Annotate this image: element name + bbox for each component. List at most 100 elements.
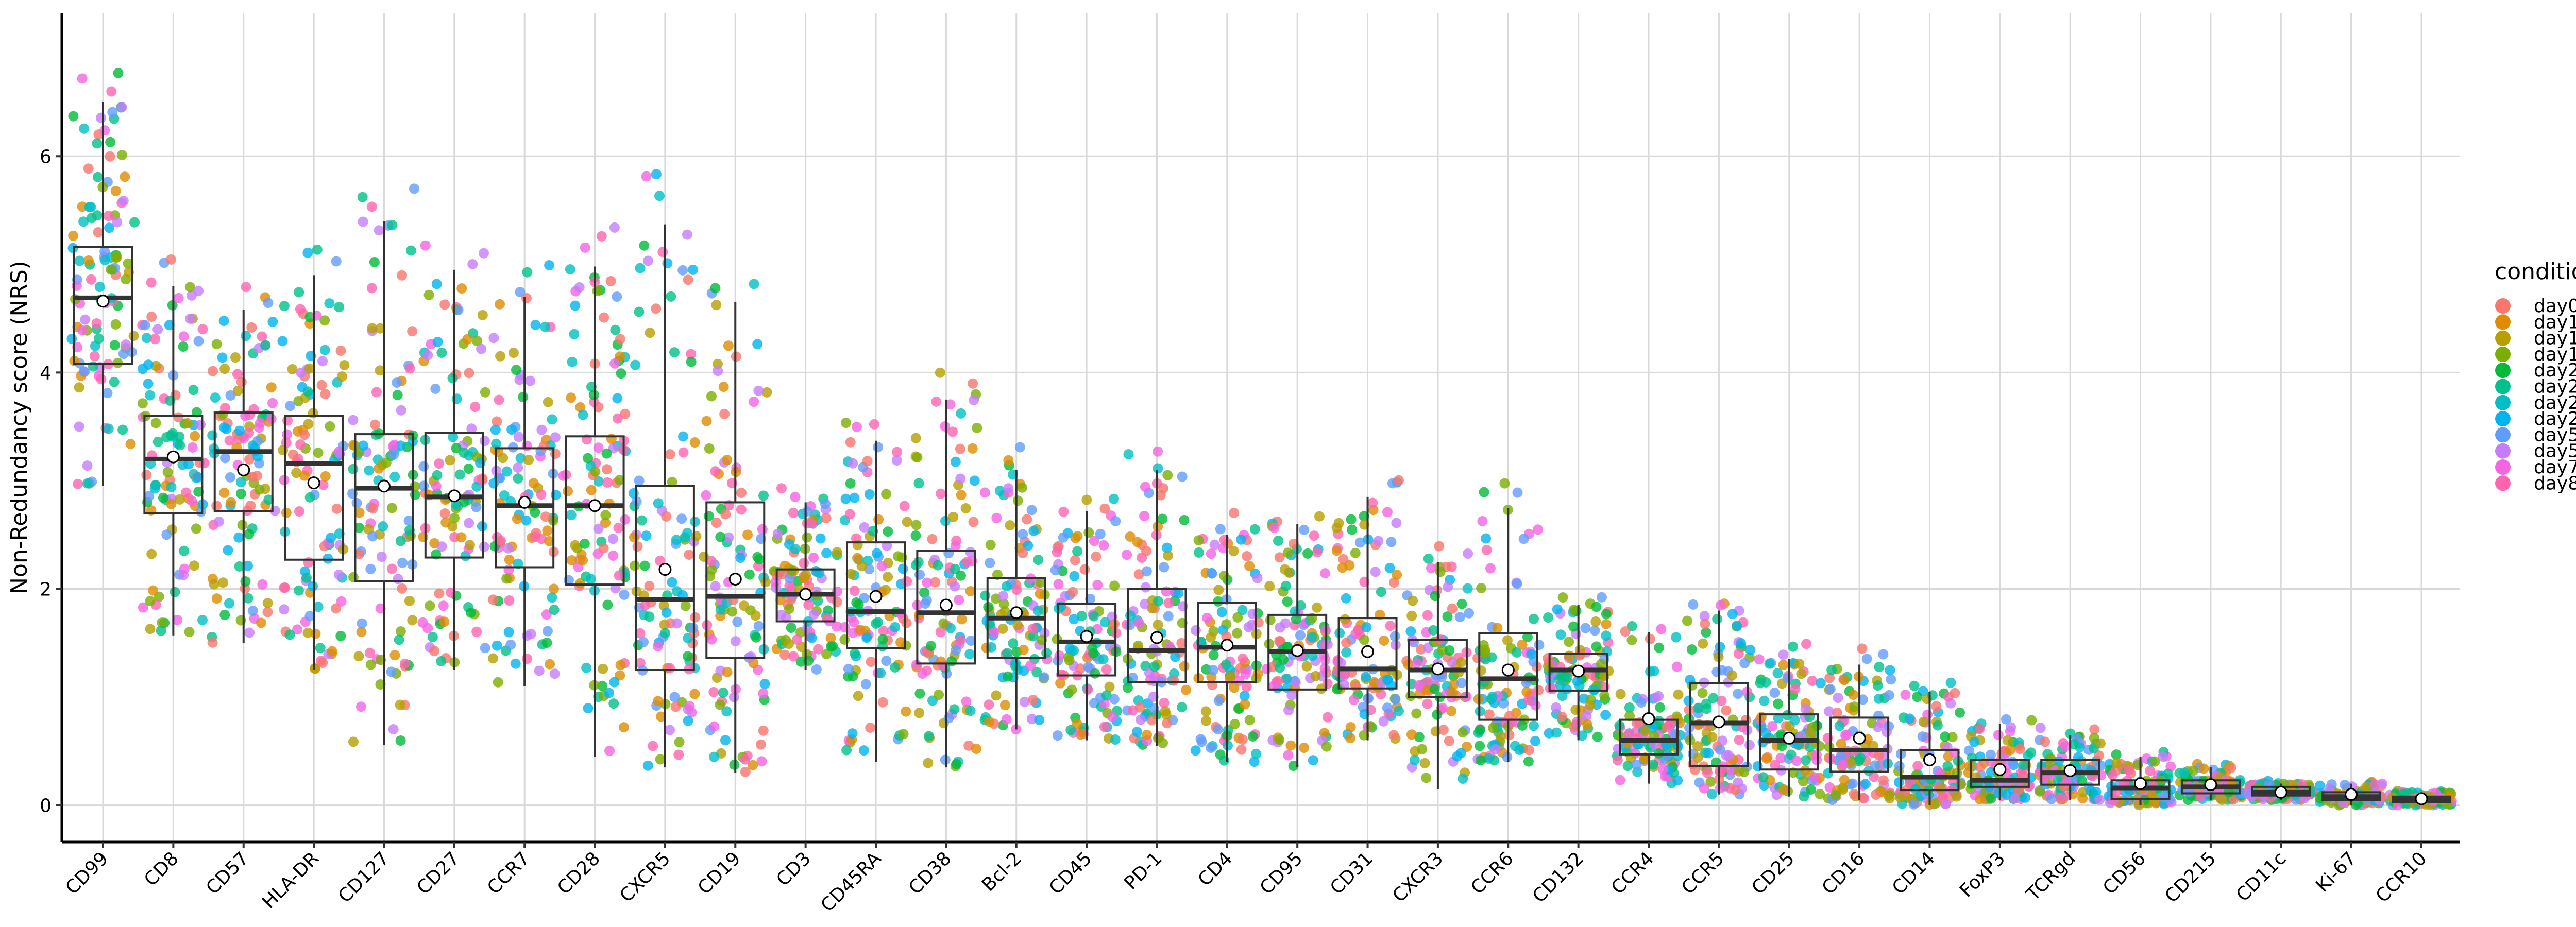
legend-label-day56: day56: [2534, 441, 2576, 462]
data-point: [1274, 734, 1285, 745]
data-point: [544, 536, 555, 546]
data-point: [335, 631, 346, 642]
data-point: [1012, 495, 1023, 506]
data-point: [1596, 592, 1607, 603]
data-point: [864, 489, 875, 500]
data-point: [1240, 699, 1250, 710]
data-point: [244, 427, 255, 438]
data-point: [335, 346, 346, 356]
mean-marker: [1923, 753, 1936, 766]
data-point: [1053, 579, 1064, 590]
data-point: [662, 258, 673, 269]
data-point: [1455, 657, 1466, 667]
data-point: [1177, 471, 1188, 482]
data-point: [1281, 673, 1292, 684]
data-point: [1392, 570, 1402, 580]
data-point: [1173, 588, 1184, 598]
data-point: [1083, 662, 1094, 673]
data-point: [784, 580, 795, 591]
data-point: [891, 455, 902, 466]
data-point: [143, 359, 154, 370]
data-point: [1163, 611, 1174, 622]
data-point: [1146, 715, 1157, 726]
data-point: [1373, 536, 1384, 546]
data-point: [1463, 548, 1473, 559]
data-point: [969, 475, 980, 486]
legend-key-day504: [2495, 427, 2511, 443]
data-point: [1308, 755, 1318, 766]
data-point: [985, 557, 995, 568]
data-point: [1942, 761, 1953, 771]
data-point: [600, 518, 611, 528]
data-point: [170, 587, 180, 597]
data-point: [1023, 540, 1033, 551]
data-point: [2006, 722, 2016, 733]
data-point: [875, 667, 886, 678]
data-point: [710, 466, 721, 477]
data-point: [1213, 585, 1224, 595]
data-point: [375, 323, 386, 334]
data-point: [871, 548, 882, 559]
data-point: [1744, 740, 1755, 750]
data-point: [739, 600, 750, 611]
data-point: [1564, 650, 1574, 661]
data-point: [1462, 583, 1473, 594]
data-point: [1985, 749, 1996, 760]
box-iqr: [1900, 749, 1960, 792]
data-point: [898, 729, 909, 740]
data-point: [998, 598, 1009, 609]
data-point: [1275, 622, 1285, 633]
box-iqr: [916, 550, 976, 665]
data-point: [456, 283, 467, 294]
mean-marker: [307, 476, 320, 490]
data-point: [1101, 664, 1112, 675]
data-point: [578, 555, 588, 565]
data-point: [1872, 680, 1883, 691]
data-point: [718, 382, 729, 392]
legend: day0day10day14day140day2day21day252day28…: [2495, 296, 2576, 494]
data-point: [609, 358, 620, 369]
data-point: [1855, 753, 1866, 764]
data-point: [757, 524, 768, 535]
data-point: [397, 557, 408, 568]
data-point: [295, 439, 306, 450]
box-iqr: [354, 433, 414, 582]
data-point: [849, 586, 860, 596]
data-point: [1232, 628, 1243, 639]
data-point: [1800, 755, 1811, 766]
data-point: [1871, 789, 1882, 800]
data-point: [2314, 780, 2325, 791]
data-point: [1736, 638, 1747, 649]
data-point: [1072, 718, 1082, 729]
data-point: [262, 607, 273, 617]
data-point: [548, 583, 559, 594]
data-point: [802, 532, 812, 543]
data-point: [677, 265, 688, 276]
data-point: [104, 222, 115, 233]
data-point: [1645, 633, 1655, 644]
data-point: [501, 573, 512, 584]
data-point: [1050, 565, 1061, 576]
data-point: [1543, 612, 1554, 623]
data-point: [961, 696, 972, 707]
data-point: [1760, 677, 1771, 688]
data-point: [1008, 638, 1019, 649]
data-point: [77, 73, 88, 84]
data-point: [1310, 671, 1321, 681]
data-point: [545, 659, 555, 670]
data-point: [1147, 603, 1158, 614]
data-point: [354, 522, 365, 533]
data-point: [680, 600, 691, 611]
data-point: [1778, 784, 1789, 795]
data-point: [935, 488, 946, 499]
data-point: [267, 398, 278, 408]
data-point: [583, 453, 594, 464]
data-point: [294, 287, 304, 298]
legend-label-day504: day504: [2534, 424, 2576, 445]
data-point: [526, 629, 536, 640]
data-point: [902, 517, 912, 527]
data-point: [1789, 715, 1800, 726]
data-point: [968, 378, 978, 389]
data-point: [71, 280, 82, 291]
data-point: [590, 466, 601, 477]
